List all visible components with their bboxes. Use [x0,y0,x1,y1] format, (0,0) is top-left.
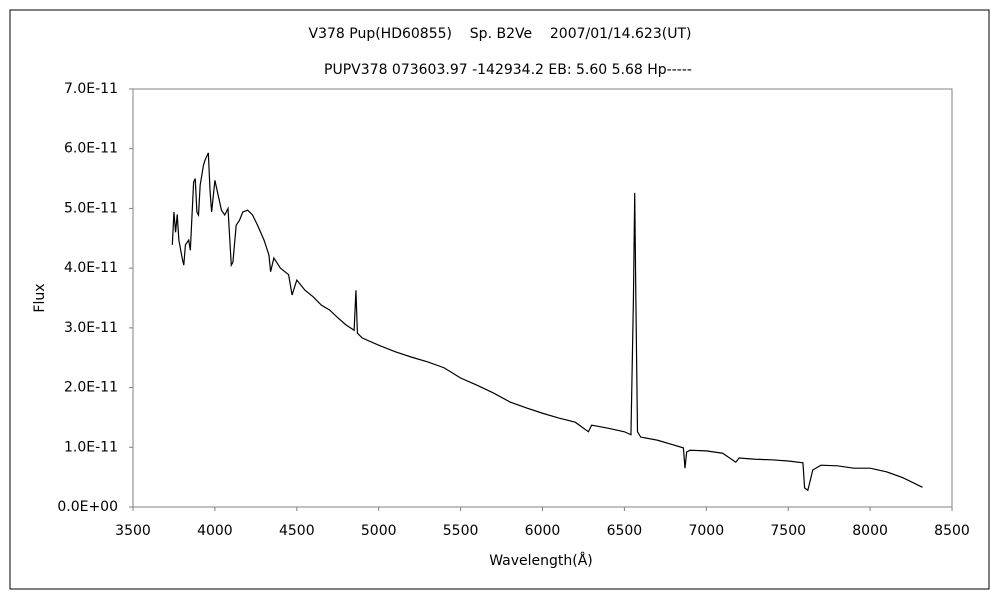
y-tick-label: 7.0E-11 [64,81,118,97]
y-tick-label: 3.0E-11 [64,320,118,336]
x-tick-label: 7000 [688,523,724,539]
x-tick-label: 3500 [115,523,151,539]
chart-subtitle: PUPV378 073603.97 -142934.2 EB: 5.60 5.6… [324,62,692,78]
y-tick-label: 2.0E-11 [64,380,118,396]
spectrum-line [171,152,923,492]
x-tick-label: 7500 [770,523,806,539]
chart-frame [9,9,990,590]
y-axis-label: Flux [32,283,48,312]
y-tick-label: 4.0E-11 [64,260,118,276]
x-tick-label: 8500 [934,523,970,539]
x-tick-label: 4000 [197,523,233,539]
chart-title: V378 Pup(HD60855) Sp. B2Ve 2007/01/14.62… [309,26,692,42]
x-tick-label: 4500 [279,523,315,539]
y-tick-label: 5.0E-11 [64,200,118,216]
y-tick-label: 1.0E-11 [64,439,118,455]
x-tick-label: 8000 [852,523,888,539]
x-axis-label: Wavelength(Å) [489,552,593,569]
x-tick-label: 6000 [525,523,561,539]
x-tick-label: 6500 [607,523,643,539]
y-tick-label: 6.0E-11 [64,141,118,157]
x-tick-label: 5000 [361,523,397,539]
y-tick-label: 0.0E+00 [57,499,118,515]
x-tick-label: 5500 [443,523,479,539]
